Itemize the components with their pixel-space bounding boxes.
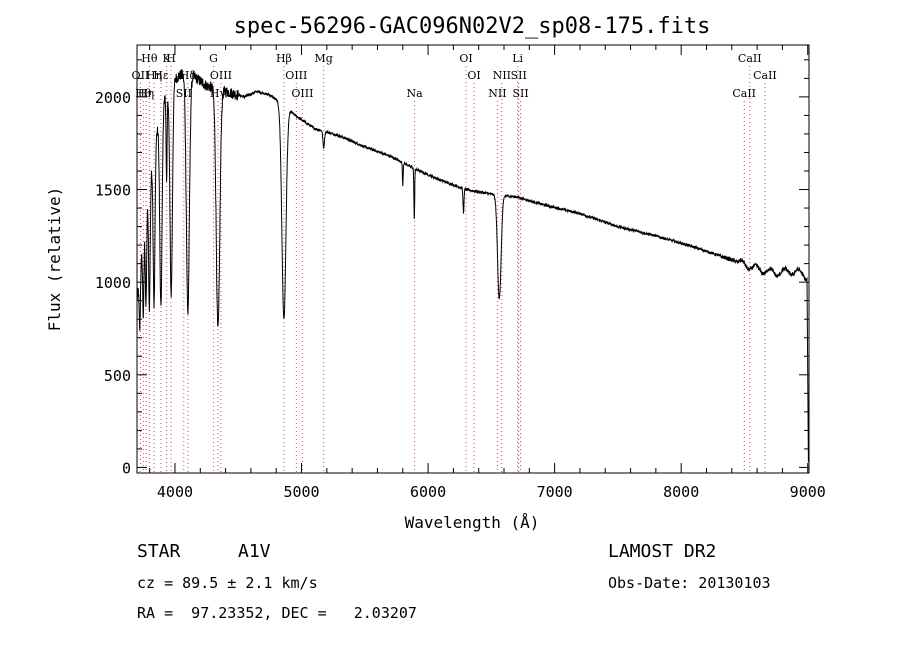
x-tick-label: 6000 bbox=[410, 483, 446, 501]
line-marker-label: CaII bbox=[732, 87, 756, 100]
line-marker-label: OII bbox=[132, 69, 150, 82]
x-tick-label: 4000 bbox=[157, 483, 193, 501]
line-marker-label: Hβ bbox=[276, 52, 292, 65]
coordinates: RA = 97.23352, DEC = 2.03207 bbox=[137, 604, 417, 622]
line-marker-label: Hη bbox=[138, 87, 154, 100]
x-tick-label: 5000 bbox=[283, 483, 319, 501]
y-tick-label: 1500 bbox=[95, 182, 131, 200]
object-subclass: A1V bbox=[238, 541, 271, 562]
line-marker-label: SII bbox=[512, 87, 528, 100]
y-tick-label: 2000 bbox=[95, 89, 131, 107]
x-tick-label: 8000 bbox=[663, 483, 699, 501]
line-marker-label: Hθ bbox=[141, 52, 158, 65]
line-marker-label: SII bbox=[176, 87, 192, 100]
y-tick-label: 0 bbox=[122, 459, 131, 477]
line-marker-label: K bbox=[163, 52, 172, 65]
line-marker-label: OI bbox=[459, 52, 472, 65]
line-marker-label: Hε bbox=[153, 69, 169, 82]
line-marker-label: OIII bbox=[291, 87, 313, 100]
survey-label: LAMOST DR2 bbox=[608, 541, 716, 562]
x-tick-label: 9000 bbox=[790, 483, 826, 501]
plot-frame bbox=[136, 44, 810, 474]
object-class: STAR bbox=[137, 541, 181, 562]
line-marker-label: OIII bbox=[210, 69, 232, 82]
y-axis-ticks: 0 500 1000 1500 2000 bbox=[95, 59, 809, 477]
line-marker-label: SII bbox=[511, 69, 527, 82]
line-marker-label: OI bbox=[467, 69, 480, 82]
y-tick-label: 1000 bbox=[95, 274, 131, 292]
line-marker-label: G bbox=[209, 52, 218, 65]
line-marker-label: Hη bbox=[146, 69, 162, 82]
x-axis-label: Wavelength (Å) bbox=[405, 513, 540, 532]
x-tick-label: 7000 bbox=[537, 483, 573, 501]
y-axis-label: Flux (relative) bbox=[45, 187, 64, 332]
line-marker-label: NII bbox=[488, 87, 506, 100]
line-marker-label: CaII bbox=[753, 69, 777, 82]
obs-date: Obs-Date: 20130103 bbox=[608, 574, 771, 592]
line-marker-label: H bbox=[166, 52, 176, 65]
y-tick-label: 500 bbox=[104, 367, 131, 385]
line-marker-label: NII bbox=[493, 69, 511, 82]
line-marker-label: Li bbox=[512, 52, 523, 65]
chart-title: spec-56296-GAC096N02V2_sp08-175.fits bbox=[234, 14, 711, 39]
spectrum-line bbox=[136, 69, 809, 462]
line-marker-label: Na bbox=[406, 87, 423, 100]
line-markers bbox=[139, 66, 766, 473]
x-axis-ticks: 4000 5000 6000 7000 8000 9000 bbox=[149, 45, 826, 501]
line-marker-label: CaII bbox=[738, 52, 762, 65]
line-marker-label: OIII bbox=[285, 69, 307, 82]
line-marker-label: Mg bbox=[315, 52, 333, 65]
redshift-value: cz = 89.5 ± 2.1 km/s bbox=[137, 574, 318, 592]
